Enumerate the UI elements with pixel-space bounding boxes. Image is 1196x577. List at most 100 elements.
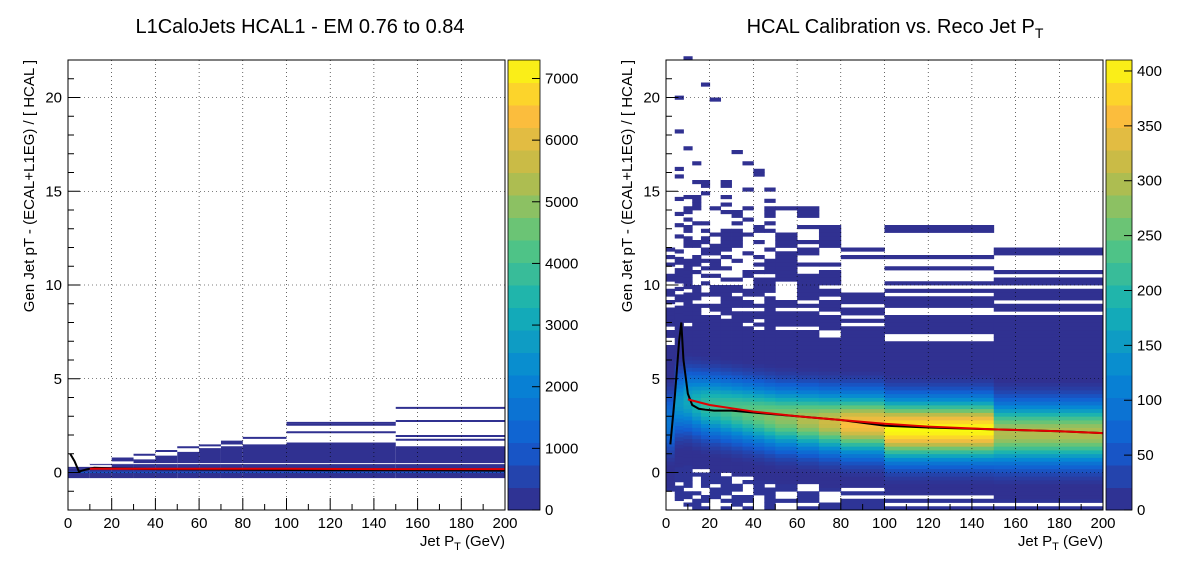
- heatmap-cell: [764, 349, 775, 353]
- heatmap-cell: [885, 409, 995, 413]
- heatmap-cell: [701, 416, 710, 420]
- heatmap-cell: [775, 390, 797, 394]
- heatmap-cell: [885, 364, 995, 368]
- heatmap-cell: [90, 463, 112, 464]
- heatmap-cell: [775, 338, 797, 342]
- heatmap-cell: [841, 394, 885, 398]
- heatmap-cell: [710, 349, 721, 353]
- heatmap-cell: [753, 476, 764, 480]
- heatmap-cell: [732, 413, 743, 417]
- x-axis-label: Jet PT (GeV): [420, 533, 505, 553]
- heatmap-cell: [753, 349, 764, 353]
- heatmap-cell: [753, 390, 764, 394]
- heatmap-cell: [683, 210, 692, 214]
- heatmap-cell: [994, 465, 1104, 469]
- heatmap-cell: [764, 341, 775, 345]
- heatmap-cell: [701, 431, 710, 435]
- heatmap-cell: [994, 450, 1104, 454]
- heatmap-cell: [797, 465, 819, 469]
- heatmap-cell: [797, 315, 819, 319]
- heatmap-cell: [701, 383, 710, 387]
- heatmap-cell: [885, 420, 995, 424]
- heatmap-cell: [732, 259, 743, 263]
- heatmap-cell: [819, 233, 841, 237]
- heatmap-cell: [710, 364, 721, 368]
- heatmap-cell: [742, 405, 753, 409]
- heatmap-cell: [710, 420, 721, 424]
- heatmap-cell: [797, 296, 819, 300]
- heatmap-cell: [753, 416, 764, 420]
- heatmap-cell: [797, 210, 819, 214]
- heatmap-cell: [701, 446, 710, 450]
- heatmap-cell: [721, 488, 732, 492]
- heatmap-cell: [753, 225, 764, 229]
- heatmap-cell: [841, 364, 885, 368]
- heatmap-cell: [732, 330, 743, 334]
- color-scale-label: 100: [1137, 392, 1162, 409]
- heatmap-cell: [742, 188, 753, 192]
- heatmap-cell: [721, 480, 732, 484]
- heatmap-cell: [819, 240, 841, 244]
- heatmap-cell: [675, 197, 684, 201]
- heatmap-cell: [710, 345, 721, 349]
- heatmap-cell: [775, 458, 797, 462]
- heatmap-cell: [797, 311, 819, 315]
- heatmap-cell: [721, 379, 732, 383]
- heatmap-cell: [155, 472, 177, 474]
- color-scale-step: [508, 150, 540, 173]
- heatmap-cell: [721, 390, 732, 394]
- heatmap-cell: [721, 499, 732, 503]
- heatmap-cell: [742, 371, 753, 375]
- heatmap-cell: [742, 495, 753, 499]
- heatmap-cell: [675, 489, 684, 493]
- heatmap-cell: [764, 420, 775, 424]
- heatmap-cell: [692, 255, 701, 259]
- heatmap-cell: [841, 345, 885, 349]
- heatmap-cell: [841, 454, 885, 458]
- heatmap-cell: [721, 289, 732, 293]
- x-tick-label: 0: [662, 515, 670, 532]
- heatmap-cell: [994, 364, 1104, 368]
- heatmap-cell: [692, 383, 701, 387]
- heatmap-cell: [710, 308, 721, 312]
- heatmap-cell: [775, 251, 797, 255]
- heatmap-cell: [841, 450, 885, 454]
- heatmap-cell: [797, 443, 819, 447]
- heatmap-cell: [994, 409, 1104, 413]
- heatmap-cell: [775, 270, 797, 274]
- heatmap-cell: [764, 503, 775, 507]
- heatmap-cell: [710, 368, 721, 372]
- heatmap-cell: [692, 379, 701, 383]
- heatmap-cell: [675, 429, 684, 433]
- heatmap-cell: [721, 491, 732, 495]
- heatmap-cell: [710, 244, 721, 248]
- heatmap-cell: [396, 435, 505, 437]
- heatmap-cell: [721, 428, 732, 432]
- heatmap-cell: [764, 431, 775, 435]
- heatmap-cell: [666, 353, 675, 357]
- heatmap-cell: [710, 285, 721, 289]
- heatmap-cell: [683, 424, 692, 428]
- heatmap-cell: [675, 403, 684, 407]
- heatmap-cell: [732, 356, 743, 360]
- heatmap-cell: [732, 278, 743, 282]
- heatmap-cell: [692, 420, 701, 424]
- heatmap-cell: [683, 334, 692, 338]
- heatmap-cell: [994, 420, 1104, 424]
- heatmap-cell: [841, 356, 885, 360]
- heatmap-cell: [732, 371, 743, 375]
- y-tick-label: 20: [45, 90, 62, 107]
- heatmap-cell: [819, 435, 841, 439]
- heatmap-cell: [683, 229, 692, 233]
- color-scale-step: [1106, 465, 1132, 488]
- heatmap-cell: [994, 304, 1104, 308]
- heatmap-cell: [764, 206, 775, 210]
- heatmap-cell: [994, 416, 1104, 420]
- heatmap-cell: [701, 476, 710, 480]
- color-scale-step: [1106, 353, 1132, 376]
- heatmap-cell: [994, 296, 1104, 300]
- color-scale-step: [1106, 375, 1132, 398]
- color-scale-step: [508, 488, 540, 511]
- heatmap-cell: [683, 356, 692, 360]
